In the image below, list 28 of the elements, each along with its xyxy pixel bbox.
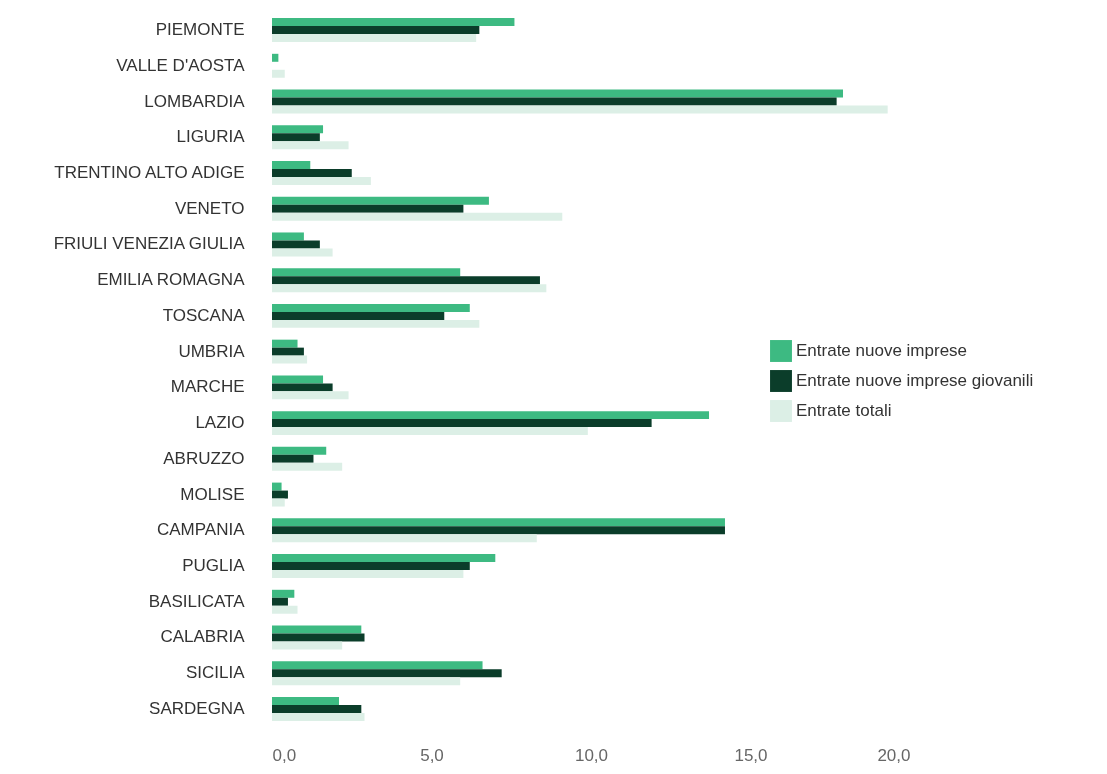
x-tick-label: 20,0 [877, 745, 911, 765]
y-tick-label: TRENTINO ALTO ADIGE [54, 162, 245, 182]
y-tick-label: LAZIO [195, 413, 245, 433]
legend-label: Entrate nuove imprese giovanili [796, 371, 1034, 390]
y-tick-label: CAMPANIA [156, 520, 246, 540]
x-tick-label: 0,0 [272, 745, 297, 765]
y-tick-label: PIEMONTE [155, 20, 245, 40]
legend-label: Entrate totali [796, 401, 892, 420]
y-tick-label: VALLE D'AOSTA [116, 55, 246, 75]
y-tick-label: EMILIA ROMAGNA [97, 270, 246, 290]
y-tick-label: SARDEGNA [149, 698, 246, 718]
y-tick-label: PUGLIA [182, 556, 246, 576]
y-tick-label: MARCHE [170, 377, 245, 397]
x-tick-label: 10,0 [574, 745, 609, 765]
y-tick-label: FRIULI VENEZIA GIULIA [53, 234, 246, 254]
y-tick-label: ABRUZZO [163, 448, 245, 468]
legend-label: Entrate nuove imprese [796, 341, 968, 360]
y-tick-label: MOLISE [180, 484, 245, 504]
y-tick-label: SICILIA [185, 663, 246, 683]
x-tick-label: 15,0 [734, 745, 768, 765]
y-tick-label: BASILICATA [148, 591, 246, 611]
y-tick-label: VENETO [174, 198, 245, 218]
x-tick-label: 5,0 [420, 745, 444, 765]
y-tick-label: LOMBARDIA [144, 91, 246, 111]
y-tick-label: CALABRIA [160, 627, 246, 647]
y-tick-label: LIGURIA [176, 127, 246, 147]
y-tick-label: TOSCANA [162, 305, 246, 325]
y-tick-label: UMBRIA [178, 341, 246, 361]
